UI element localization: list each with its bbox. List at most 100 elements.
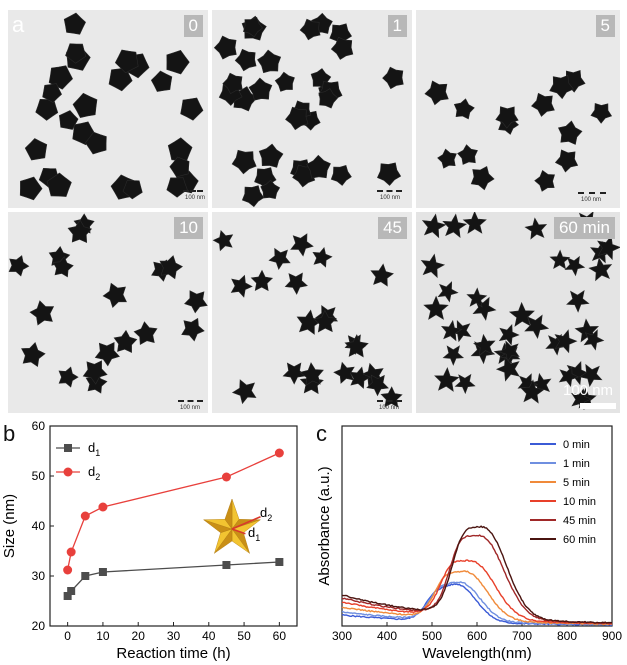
nanoparticle <box>243 17 263 38</box>
nanoparticle <box>349 366 371 389</box>
nanoparticle <box>65 43 87 64</box>
scale-text: 100 nm <box>563 382 614 399</box>
nanoparticle <box>181 317 205 342</box>
scale-bar <box>183 190 203 192</box>
scale-bar <box>578 192 606 194</box>
nanoparticle <box>285 106 309 131</box>
nanoparticle <box>52 256 74 278</box>
series-line-d2 <box>66 452 280 571</box>
nanoparticle <box>424 80 449 106</box>
nanoparticle <box>554 149 579 173</box>
legend-label: d2 <box>88 464 100 482</box>
nanoparticle <box>519 379 545 404</box>
x-tick-label: 300 <box>332 629 352 643</box>
data-point-d1 <box>81 572 90 580</box>
nanoparticle <box>63 12 86 35</box>
nanoparticle <box>241 185 265 208</box>
nanoparticle <box>268 247 291 270</box>
nanoparticle <box>423 295 449 320</box>
nanoparticle <box>449 319 472 343</box>
nanoparticle <box>133 321 158 345</box>
tem-panel-5: 5 100 nm <box>416 10 620 208</box>
nanoparticle <box>24 138 48 161</box>
nanoparticle <box>42 83 62 103</box>
nanoparticle <box>531 92 555 117</box>
nanoparticle <box>260 179 281 200</box>
inset-star-facet <box>224 498 233 530</box>
nanoparticle <box>557 120 583 145</box>
nanoparticle <box>588 257 613 282</box>
nanoparticle <box>318 88 339 109</box>
nanoparticle <box>330 36 354 60</box>
nanoparticle <box>67 219 93 243</box>
chart-c: 300 400 500 600 700 800 900 Wavelength(nm) Absor… <box>316 425 622 662</box>
legend-subscript: 1 <box>95 448 100 458</box>
nanoparticle <box>457 144 478 165</box>
legend-label: 1 min <box>563 458 590 470</box>
nanoparticle <box>258 143 284 168</box>
nanoparticle <box>46 172 72 197</box>
nanoparticle <box>312 246 333 268</box>
nanoparticle <box>230 274 253 298</box>
nanoparticle <box>212 229 234 252</box>
y-axis-label: Size (nm) <box>1 494 18 558</box>
nanoparticle <box>234 48 257 72</box>
spectrum-10-min <box>341 559 613 625</box>
legend-label: 5 min <box>563 477 590 489</box>
nanoparticle <box>366 374 389 397</box>
nanoparticle <box>58 366 79 388</box>
panel-letter-b: b <box>3 421 16 446</box>
nanoparticle <box>453 98 475 120</box>
legend-marker <box>63 467 73 477</box>
time-label: 5 <box>595 15 615 37</box>
nanoparticle <box>454 373 476 395</box>
nanoparticle <box>590 102 613 124</box>
nanoparticle <box>462 212 487 234</box>
x-tick-label: 30 <box>167 629 181 643</box>
nanoparticle <box>8 255 30 277</box>
y-tick-label: 20 <box>32 619 46 633</box>
nanoparticle <box>21 342 46 368</box>
time-label: 10 <box>174 217 203 239</box>
x-tick-label: 40 <box>202 629 216 643</box>
inset-label-d2: d2 <box>260 505 272 523</box>
tem-panel-60: 60 min 100 nm <box>416 212 620 413</box>
y-tick-label: 60 <box>32 420 46 433</box>
spectrum-1-min <box>341 581 613 626</box>
nanoparticle <box>498 323 520 346</box>
nanoparticle <box>48 65 73 90</box>
nanoparticle <box>274 71 295 92</box>
nanoparticle <box>248 77 273 101</box>
x-tick-label: 600 <box>467 629 487 643</box>
nanoparticle <box>94 342 120 367</box>
nanoparticle <box>282 362 306 385</box>
nanoparticle <box>333 361 355 384</box>
nanoparticle <box>564 255 586 277</box>
scale-bar <box>377 190 402 192</box>
x-tick-label: 900 <box>602 629 622 643</box>
nanoparticle <box>434 367 460 392</box>
nanoparticle <box>58 110 79 130</box>
nanoparticle <box>558 366 580 388</box>
nanoparticle <box>377 162 402 186</box>
panel-letter-a: a <box>12 12 25 37</box>
data-point-d2 <box>63 565 73 575</box>
legend-label: 45 min <box>563 515 596 527</box>
tem-particles <box>212 229 403 408</box>
data-point-d1 <box>222 561 231 569</box>
y-axis-label: Absorbance (a.u.) <box>316 466 333 585</box>
y-tick-label: 40 <box>32 519 46 533</box>
nanoparticle <box>420 253 446 279</box>
nanoparticle <box>524 314 550 339</box>
nanoparticle <box>299 362 324 386</box>
data-point-d2 <box>98 502 108 512</box>
scale-text: 100 nm <box>380 195 401 201</box>
time-label: 1 <box>387 15 407 37</box>
data-point-d2 <box>66 547 76 557</box>
nanoparticle <box>113 329 138 353</box>
spectrum-60-min <box>341 525 613 624</box>
nanoparticle <box>254 167 277 190</box>
scale-bar <box>178 400 203 402</box>
nanoparticle <box>421 213 447 239</box>
